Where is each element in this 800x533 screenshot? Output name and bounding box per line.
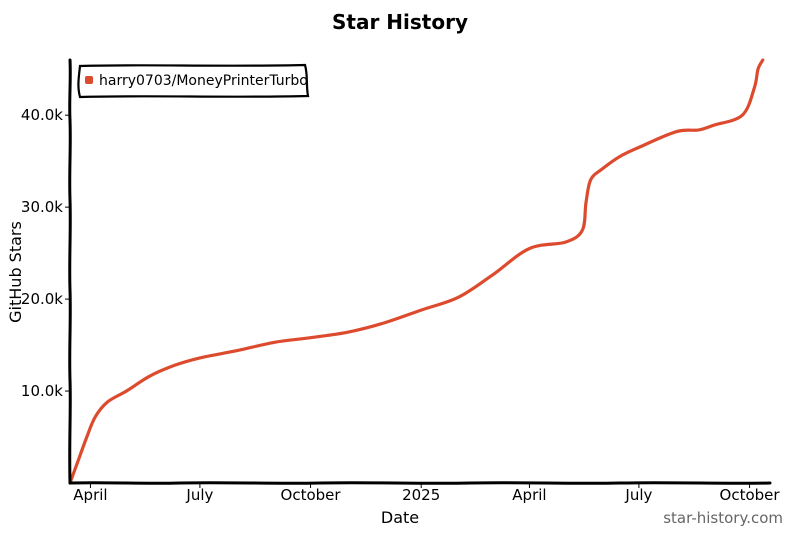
x-tick-label: April <box>73 486 107 504</box>
legend: harry0703/MoneyPrinterTurbo <box>77 63 310 99</box>
y-tick-label: 30.0k <box>21 198 63 216</box>
legend-swatch <box>85 76 93 84</box>
x-tick-label: October <box>720 486 781 504</box>
y-tick-label: 20.0k <box>21 290 63 308</box>
y-tick-label: 40.0k <box>21 106 63 124</box>
y-tick-label: 10.0k <box>21 382 63 400</box>
y-axis-line <box>68 58 72 485</box>
y-axis-ticks: 10.0k 20.0k 30.0k 40.0k <box>21 106 70 400</box>
x-tick-label: July <box>624 486 652 504</box>
x-axis-line <box>68 481 772 485</box>
watermark: star-history.com <box>663 509 783 527</box>
y-axis-label: GitHub Stars <box>6 221 25 323</box>
chart-title: Star History <box>332 10 468 34</box>
x-axis-ticks: April July October 2025 April July October <box>73 483 780 504</box>
legend-box <box>77 63 310 99</box>
legend-series-label: harry0703/MoneyPrinterTurbo <box>99 73 308 89</box>
series-line-harry0703-moneyprinterturbo <box>68 58 765 485</box>
x-axis-label: Date <box>381 508 419 527</box>
x-tick-label: April <box>512 486 546 504</box>
x-tick-label: 2025 <box>402 486 440 504</box>
x-tick-label: October <box>281 486 342 504</box>
x-tick-label: July <box>185 486 213 504</box>
